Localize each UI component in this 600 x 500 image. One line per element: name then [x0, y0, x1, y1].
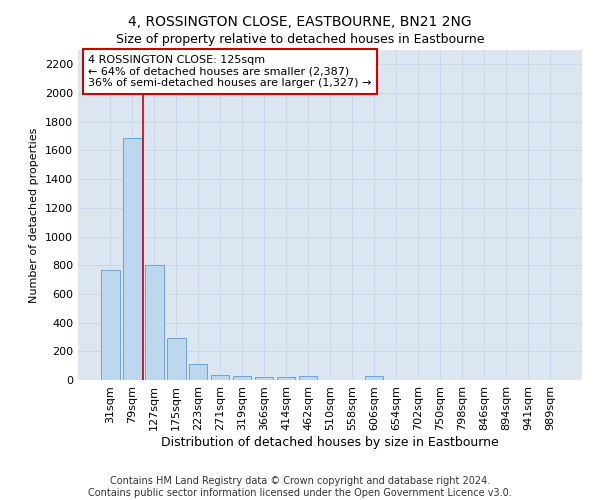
Bar	[365, 376, 383, 380]
Text: 4, ROSSINGTON CLOSE, EASTBOURNE, BN21 2NG: 4, ROSSINGTON CLOSE, EASTBOURNE, BN21 2N…	[128, 15, 472, 29]
Text: Size of property relative to detached houses in Eastbourne: Size of property relative to detached ho…	[116, 32, 484, 46]
Bar	[211, 374, 229, 380]
Bar	[123, 138, 142, 380]
Bar	[299, 376, 317, 380]
Bar	[167, 338, 185, 380]
Bar	[277, 378, 295, 380]
Text: Contains HM Land Registry data © Crown copyright and database right 2024.
Contai: Contains HM Land Registry data © Crown c…	[88, 476, 512, 498]
Bar	[145, 265, 164, 380]
Bar	[101, 270, 119, 380]
Y-axis label: Number of detached properties: Number of detached properties	[29, 128, 40, 302]
Bar	[255, 377, 274, 380]
Bar	[189, 364, 208, 380]
Text: 4 ROSSINGTON CLOSE: 125sqm
← 64% of detached houses are smaller (2,387)
36% of s: 4 ROSSINGTON CLOSE: 125sqm ← 64% of deta…	[88, 55, 371, 88]
X-axis label: Distribution of detached houses by size in Eastbourne: Distribution of detached houses by size …	[161, 436, 499, 448]
Bar	[233, 376, 251, 380]
